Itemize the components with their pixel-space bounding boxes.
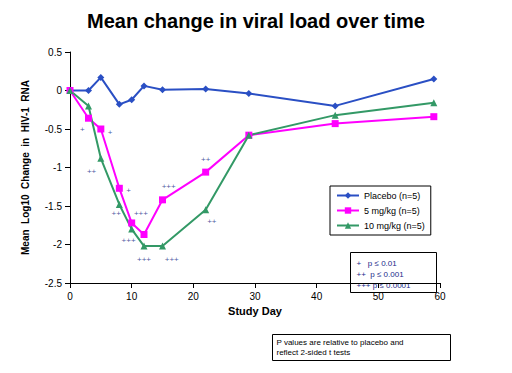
svg-text:+++: +++ [162, 182, 176, 191]
svg-text:0: 0 [56, 85, 62, 96]
svg-text:++: ++ [201, 155, 211, 164]
svg-text:-1.5: -1.5 [45, 201, 63, 212]
svg-text:5 mg/kg (n=5): 5 mg/kg (n=5) [364, 206, 420, 216]
svg-text:-0.5: -0.5 [45, 124, 63, 135]
svg-text:0.5: 0.5 [48, 47, 62, 58]
svg-text:+: + [80, 125, 85, 134]
svg-text:-1: -1 [53, 162, 62, 173]
svg-text:++: ++ [207, 217, 217, 226]
svg-text:10 mg/kg (n=5): 10 mg/kg (n=5) [364, 221, 425, 231]
svg-text:10: 10 [126, 291, 138, 302]
svg-text:20: 20 [188, 291, 200, 302]
svg-text:-2.5: -2.5 [45, 278, 63, 289]
svg-text:Mean Log10 Change in HIV-1: Mean Log10 Change in HIV-1 RNA [20, 80, 31, 255]
svg-text:reflect 2-sided t tests: reflect 2-sided t tests [277, 348, 351, 357]
svg-text:+ p ≤ 0.01: + p ≤ 0.01 [357, 259, 398, 268]
svg-text:60: 60 [434, 291, 446, 302]
svg-text:+: + [108, 128, 113, 137]
svg-text:40: 40 [311, 291, 323, 302]
svg-text:+++: +++ [165, 255, 179, 264]
svg-text:P values are relative to place: P values are relative to placebo and [277, 338, 404, 347]
svg-text:+++: +++ [137, 255, 151, 264]
svg-text:++: ++ [112, 209, 122, 218]
svg-text:+++: +++ [134, 209, 148, 218]
svg-text:+++ p ≤ 0.0001: +++ p ≤ 0.0001 [357, 281, 412, 290]
svg-text:++: ++ [87, 167, 97, 176]
svg-text:50: 50 [373, 291, 385, 302]
svg-text:+: + [126, 186, 131, 195]
svg-text:Mean change in viral load over: Mean change in viral load over time [87, 10, 425, 32]
svg-text:Study Day: Study Day [228, 305, 283, 317]
svg-text:++ p ≤ 0.001: ++ p ≤ 0.001 [357, 270, 405, 279]
svg-text:0: 0 [67, 291, 73, 302]
svg-text:Placebo (n=5): Placebo (n=5) [364, 191, 420, 201]
svg-text:30: 30 [249, 291, 261, 302]
svg-text:+++: +++ [122, 236, 136, 245]
svg-text:-2: -2 [53, 239, 62, 250]
